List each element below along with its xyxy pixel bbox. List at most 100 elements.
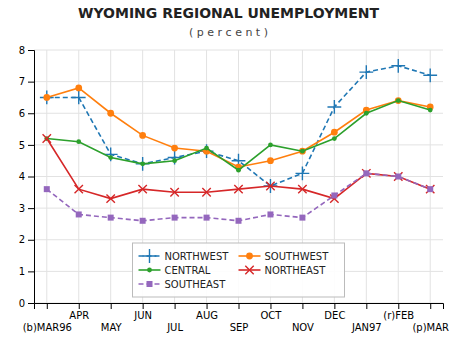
plot-area: 012345678(b)MAR96APRMAYJUNJULAUGSEPOCTNO… (19, 45, 449, 333)
series-line (47, 101, 430, 171)
x-tick-label: (b)MAR96 (23, 322, 72, 333)
series-marker (170, 188, 178, 196)
series-marker (268, 142, 273, 147)
x-tick-label: JAN97 (351, 322, 382, 333)
y-tick: 4 (19, 171, 34, 182)
legend-label: NORTHWEST (165, 251, 230, 262)
y-tick-mark (28, 303, 34, 304)
series-line (47, 173, 430, 220)
series-marker (204, 146, 209, 151)
series-marker (332, 136, 337, 141)
x-tick-mark (239, 303, 240, 309)
legend-item: NORTHEAST (239, 265, 327, 276)
x-tick: MAY (101, 303, 123, 333)
x-tick-mark (334, 303, 335, 309)
x-tick: JUL (166, 303, 183, 333)
x-tick: (r)FEB (383, 303, 414, 321)
series-marker (394, 172, 402, 180)
legend-label: NORTHEAST (265, 265, 327, 276)
x-tick-mark (366, 303, 367, 309)
series-marker (428, 108, 433, 113)
y-tick: 8 (19, 45, 34, 56)
series-marker (236, 168, 241, 173)
series-marker (138, 185, 146, 193)
x-tick: JAN97 (351, 303, 382, 333)
series-marker (171, 145, 178, 152)
x-tick-mark (111, 303, 112, 309)
grid-line-x (366, 50, 367, 303)
y-tick-label: 4 (19, 171, 25, 182)
y-tick: 0 (19, 298, 34, 309)
x-tick: AUG (196, 303, 218, 321)
x-tick-mark (47, 303, 48, 309)
subtitle: ( p e r c e n t ) (189, 26, 268, 39)
legend-symbol (246, 253, 253, 260)
y-axis-line (28, 51, 35, 304)
series-marker (266, 182, 274, 190)
x-tick-label: (p)MAR (412, 322, 449, 333)
data-layer (40, 59, 437, 224)
x-tick-label: SEP (230, 322, 249, 333)
x-tick: (b)MAR96 (23, 303, 72, 333)
x-tick: (p)MAR (412, 303, 449, 333)
legend-symbol (147, 268, 152, 273)
x-tick-label: APR (69, 310, 89, 321)
series-marker (423, 68, 437, 82)
series-marker (331, 129, 338, 136)
series-marker (75, 185, 83, 193)
x-tick-mark (79, 303, 80, 309)
series-marker (168, 151, 182, 165)
x-tick-label: DEC (324, 310, 345, 321)
series-marker (172, 158, 177, 163)
x-tick-label: JUN (133, 310, 152, 321)
y-tick-mark (28, 271, 34, 272)
x-tick-label: NOV (292, 322, 314, 333)
x-tick-mark (430, 303, 431, 309)
series-marker (108, 155, 113, 160)
series-marker (396, 98, 401, 103)
x-tick-mark (302, 303, 303, 309)
series-marker (395, 97, 402, 104)
chart-container: WYOMING REGIONAL UNEMPLOYMENT( p e r c e… (0, 0, 457, 343)
series-marker (204, 215, 210, 221)
series-marker (140, 218, 146, 224)
series-marker (298, 185, 306, 193)
y-tick: 1 (19, 266, 34, 277)
series-marker (40, 91, 54, 105)
y-tick-label: 0 (19, 298, 25, 309)
series-marker (44, 186, 50, 192)
series-marker (76, 211, 82, 217)
grid-line-x (110, 50, 111, 303)
series-marker (300, 149, 305, 154)
series-marker (76, 139, 81, 144)
y-tick-mark (28, 50, 34, 51)
series-marker (172, 215, 178, 221)
y-tick: 2 (19, 234, 34, 245)
x-axis-line (35, 304, 444, 310)
grid-line-x (46, 50, 47, 303)
x-tick-mark (207, 303, 208, 309)
series-marker (331, 192, 337, 198)
series-line (47, 66, 430, 186)
series-marker (296, 166, 310, 180)
legend-symbol (245, 266, 253, 274)
x-tick: SEP (230, 303, 249, 333)
y-tick: 6 (19, 108, 34, 119)
x-tick-label: JUL (166, 322, 183, 333)
series-marker (140, 161, 145, 166)
series-marker (43, 134, 51, 142)
y-tick-mark (28, 145, 34, 146)
series-marker (327, 100, 341, 114)
series-marker (43, 94, 50, 101)
y-axis: 012345678 (19, 45, 35, 309)
series-marker (75, 85, 82, 92)
y-tick-label: 6 (19, 108, 25, 119)
y-tick-label: 7 (19, 76, 25, 87)
x-tick: APR (69, 303, 89, 321)
x-tick: JUN (133, 303, 152, 321)
x-axis: (b)MAR96APRMAYJUNJULAUGSEPOCTNOVDECJAN97… (23, 303, 449, 333)
series-marker (427, 186, 433, 192)
y-tick-label: 5 (19, 140, 25, 151)
x-tick-label: (r)FEB (383, 310, 414, 321)
series-marker (139, 132, 146, 139)
